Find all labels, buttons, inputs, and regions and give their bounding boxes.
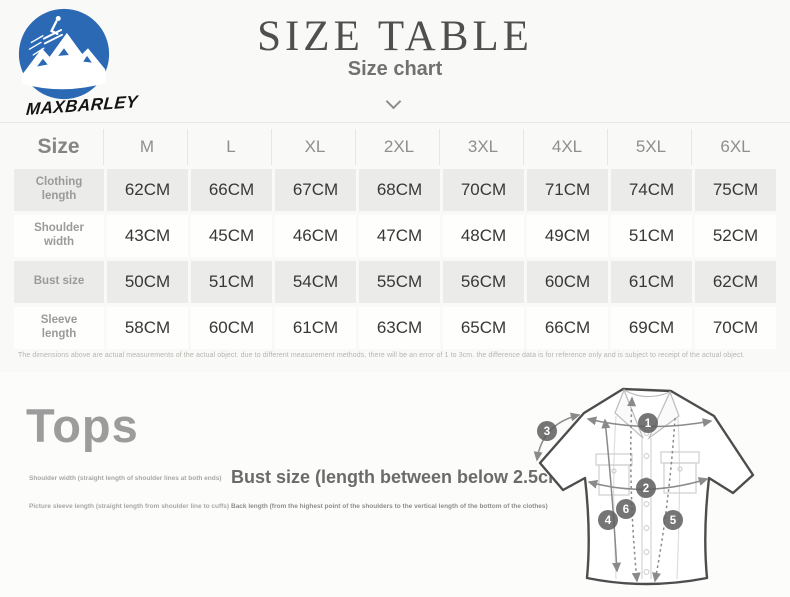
svg-text:4: 4 bbox=[605, 515, 612, 527]
marker-4: 4 bbox=[598, 510, 618, 530]
svg-text:3: 3 bbox=[544, 426, 550, 438]
mountain-skier-icon bbox=[18, 8, 110, 100]
table-cell: 70CM bbox=[695, 307, 776, 349]
marker-1: 1 bbox=[638, 413, 658, 433]
table-cell: 46CM bbox=[275, 215, 356, 257]
table-cell: 67CM bbox=[275, 169, 356, 211]
marker-5: 5 bbox=[663, 510, 683, 530]
shirt-measurement-diagram: 1 2 3 4 5 6 bbox=[533, 387, 755, 586]
row-label: Shoulder width bbox=[14, 215, 104, 257]
size-table-body: Clothing length 62CM 66CM 67CM 68CM 70CM… bbox=[14, 169, 776, 349]
row-label: Sleeve length bbox=[14, 307, 104, 349]
marker-2: 2 bbox=[636, 478, 656, 498]
table-cell: 56CM bbox=[443, 261, 524, 303]
col-header-size: Size bbox=[14, 129, 104, 165]
col-header: 4XL bbox=[527, 129, 608, 165]
divider bbox=[0, 122, 790, 123]
col-header: 6XL bbox=[720, 137, 751, 156]
sleeve-length-note: Picture sleeve length (straight length f… bbox=[29, 503, 230, 510]
marker-6: 6 bbox=[616, 499, 636, 519]
table-cell: 51CM bbox=[191, 261, 272, 303]
table-cell: 65CM bbox=[443, 307, 524, 349]
svg-text:1: 1 bbox=[645, 418, 652, 430]
table-cell: 43CM bbox=[107, 215, 188, 257]
shoulder-width-note: Shoulder width (straight length of shoul… bbox=[29, 475, 222, 482]
col-header: 5XL bbox=[611, 129, 692, 165]
table-row-bust-size: Bust size 50CM 51CM 54CM 55CM 56CM 60CM … bbox=[14, 261, 776, 303]
table-cell: 60CM bbox=[527, 261, 608, 303]
table-cell: 62CM bbox=[107, 169, 188, 211]
page-subtitle: Size chart bbox=[347, 58, 443, 80]
col-header: M bbox=[107, 129, 188, 165]
table-cell: 62CM bbox=[695, 261, 776, 303]
table-cell: 71CM bbox=[527, 169, 608, 211]
table-cell: 58CM bbox=[107, 307, 188, 349]
table-cell: 63CM bbox=[359, 307, 440, 349]
table-cell: 48CM bbox=[443, 215, 524, 257]
table-row-sleeve-length: Sleeve length 58CM 60CM 61CM 63CM 65CM 6… bbox=[14, 307, 776, 349]
table-cell: 66CM bbox=[191, 169, 272, 211]
section-heading: Tops bbox=[26, 399, 139, 452]
col-header: L bbox=[191, 129, 272, 165]
disclaimer-text: The dimensions above are actual measurem… bbox=[18, 352, 745, 359]
back-length-note: Back length (from the highest point of t… bbox=[231, 503, 548, 510]
table-cell: 60CM bbox=[191, 307, 272, 349]
table-cell: 69CM bbox=[611, 307, 692, 349]
table-cell: 50CM bbox=[107, 261, 188, 303]
table-row-shoulder-width: Shoulder width 43CM 45CM 46CM 47CM 48CM … bbox=[14, 215, 776, 257]
row-label: Clothing length bbox=[14, 169, 104, 211]
table-cell: 61CM bbox=[275, 307, 356, 349]
marker-3: 3 bbox=[537, 421, 557, 441]
col-header: XL bbox=[275, 129, 356, 165]
table-cell: 61CM bbox=[611, 261, 692, 303]
table-cell: 55CM bbox=[359, 261, 440, 303]
table-cell: 74CM bbox=[611, 169, 692, 211]
page-title: SIZE TABLE bbox=[257, 13, 533, 60]
col-header: 2XL bbox=[359, 129, 440, 165]
table-cell: 47CM bbox=[359, 215, 440, 257]
svg-text:6: 6 bbox=[623, 504, 629, 516]
row-label: Bust size bbox=[14, 261, 104, 303]
table-cell: 51CM bbox=[611, 215, 692, 257]
table-cell: 49CM bbox=[527, 215, 608, 257]
svg-text:5: 5 bbox=[670, 515, 677, 527]
measurement-markers: 1 2 3 4 5 6 bbox=[537, 413, 683, 530]
table-cell: 54CM bbox=[275, 261, 356, 303]
chevron-down-icon[interactable] bbox=[385, 93, 402, 110]
svg-text:2: 2 bbox=[643, 483, 649, 495]
table-cell: 75CM bbox=[695, 169, 776, 211]
bust-size-note: Bust size (length between below 2.5cm ) bbox=[231, 467, 576, 487]
table-cell: 70CM bbox=[443, 169, 524, 211]
table-row-clothing-length: Clothing length 62CM 66CM 67CM 68CM 70CM… bbox=[14, 169, 776, 211]
col-header: 3XL bbox=[443, 129, 524, 165]
brand-logo: MAXBARLEY bbox=[12, 6, 152, 119]
size-table-header-row: Size M L XL 2XL 3XL 4XL 5XL 6XL bbox=[14, 129, 776, 165]
table-cell: 52CM bbox=[695, 215, 776, 257]
table-cell: 45CM bbox=[191, 215, 272, 257]
table-cell: 68CM bbox=[359, 169, 440, 211]
size-table: Size M L XL 2XL 3XL 4XL 5XL 6XL Clothing… bbox=[14, 129, 776, 349]
table-cell: 66CM bbox=[527, 307, 608, 349]
